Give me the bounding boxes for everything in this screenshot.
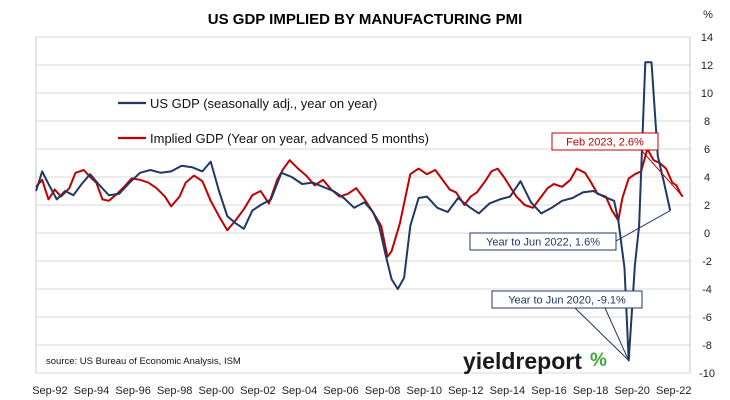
x-tick-label: Sep-98 <box>157 385 192 397</box>
source-note: source: US Bureau of Economic Analysis, … <box>46 356 241 367</box>
annotation-jun-2022-label: Year to Jun 2022, 1.6% <box>486 237 600 249</box>
series-line-us-gdp <box>35 61 672 362</box>
annotation-feb-2023-leader <box>640 149 684 197</box>
x-tick-label: Sep-94 <box>74 385 109 397</box>
y-tick-label: 0 <box>704 228 710 240</box>
y-tick-label: -2 <box>702 256 712 268</box>
y-tick-label: -4 <box>702 284 712 296</box>
y-tick-label: 4 <box>704 172 710 184</box>
y-tick-label: -10 <box>699 368 715 380</box>
y-tick-label: -8 <box>702 340 712 352</box>
legend: US GDP (seasonally adj., year on year) I… <box>118 96 429 146</box>
x-tick-label: Sep-06 <box>323 385 358 397</box>
y-tick-label: 10 <box>701 88 713 100</box>
annotation-jun-2022-box <box>469 232 617 251</box>
y-tick-label: 8 <box>704 116 710 128</box>
annotation-jun-2020-box <box>491 290 643 309</box>
x-tick-label: Sep-96 <box>115 385 150 397</box>
grid <box>36 36 690 374</box>
x-tick-label: Sep-04 <box>282 385 317 397</box>
y-tick-label: 14 <box>701 32 713 44</box>
x-tick-label: Sep-92 <box>32 385 67 397</box>
annotation-jun-2020-label: Year to Jun 2020, -9.1% <box>508 295 626 307</box>
x-tick-label: Sep-14 <box>490 385 525 397</box>
x-tick-label: Sep-12 <box>448 385 483 397</box>
x-axis: Sep-92 Sep-94 Sep-96 Sep-98 Sep-00 Sep-02 Sep-… <box>32 385 691 397</box>
logo-wordmark: yieldreport <box>463 348 582 374</box>
legend-label-gdp: US GDP (seasonally adj., year on year) <box>150 96 377 111</box>
chart-title: US GDP IMPLIED BY MANUFACTURING PMI <box>208 11 522 28</box>
x-tick-label: Sep-10 <box>406 385 441 397</box>
x-tick-label: Sep-20 <box>614 385 649 397</box>
annotations: Feb 2023, 2.6% Year to Jun 2022, 1.6% Year… <box>469 132 684 361</box>
x-tick-label: Sep-16 <box>531 385 566 397</box>
annotation-feb-2023-label: Feb 2023, 2.6% <box>566 137 644 149</box>
annotation-jun-2020-leader <box>604 307 630 361</box>
x-tick-label: Sep-22 <box>656 385 691 397</box>
series-lines <box>35 61 684 362</box>
x-tick-label: Sep-18 <box>573 385 608 397</box>
y-axis: 14 12 10 8 6 4 2 0 -2 -4 -6 -8 -10 <box>699 32 715 380</box>
x-tick-label: Sep-02 <box>240 385 275 397</box>
yieldreport-logo: yieldreport % <box>463 348 607 374</box>
y-tick-label: -6 <box>702 312 712 324</box>
annotation-jun-2020-leader-2 <box>574 307 630 361</box>
y-tick-label: 2 <box>704 200 710 212</box>
y-tick-label: 6 <box>704 144 710 156</box>
x-tick-label: Sep-08 <box>365 385 400 397</box>
legend-label-implied: Implied GDP (Year on year, advanced 5 mo… <box>150 131 429 146</box>
annotation-jun-2022-leader <box>615 210 671 242</box>
x-tick-label: Sep-00 <box>199 385 234 397</box>
annotation-feb-2023-box <box>551 132 659 151</box>
logo-percent: % <box>590 350 607 371</box>
y-tick-label: 12 <box>701 60 713 72</box>
y-unit-label: % <box>703 9 713 21</box>
